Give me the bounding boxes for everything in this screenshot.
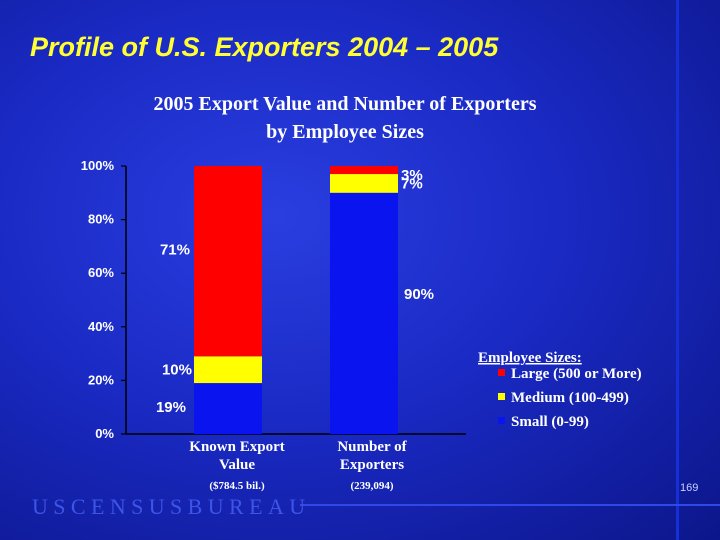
y-tick-label: 0% <box>95 426 114 441</box>
x-category-label-line2: Exporters <box>340 457 404 473</box>
labels-layer: 19% 10% 71% Known Export Value ($784.5 bil.) 9… <box>156 167 434 492</box>
legend-entry: Medium (100-499) <box>511 390 629 406</box>
bar-segment <box>330 192 398 434</box>
data-label: 90% <box>404 286 434 303</box>
census-bureau-logo: USCENSUSBUREAU <box>32 494 311 519</box>
y-tick-label: 60% <box>88 265 114 280</box>
legend-entry: Large (500 or More) <box>511 366 642 382</box>
legend-swatch <box>498 369 505 376</box>
bar-segment <box>194 383 262 434</box>
bar-segment <box>330 174 398 193</box>
data-label: 10% <box>162 362 192 379</box>
x-category-label: Known Export <box>189 439 284 455</box>
bar-segment <box>194 166 262 357</box>
legend-title: Employee Sizes: <box>478 350 582 366</box>
legend-entry: Small (0-99) <box>511 414 589 430</box>
x-category-note: ($784.5 bil.) <box>209 480 265 492</box>
y-tick-label: 20% <box>88 372 114 387</box>
legend-swatch <box>498 417 505 424</box>
page-number: 169 <box>680 482 699 494</box>
chart-title-block: 2005 Export Value and Number of Exporter… <box>0 90 690 146</box>
chart-subtitle: by Employee Sizes <box>266 121 424 143</box>
legend: Employee Sizes: Large (500 or More) Mediu… <box>478 350 642 430</box>
slide-title: Profile of U.S. Exporters 2004 – 2005 <box>30 32 499 62</box>
bars-layer <box>194 166 398 434</box>
chart-title: 2005 Export Value and Number of Exporter… <box>153 93 537 115</box>
data-label: 3% <box>401 167 423 184</box>
data-label: 71% <box>160 242 190 259</box>
y-tick-label: 40% <box>88 319 114 334</box>
y-tick-label: 80% <box>88 212 114 227</box>
data-label: 7% <box>401 175 423 192</box>
axis-layer: 0% 20% 40% 60% 80% 100% <box>81 158 466 441</box>
bar-segment <box>330 166 398 175</box>
legend-swatch <box>498 393 505 400</box>
decorative-vertical-line <box>676 0 679 540</box>
x-category-note: (239,094) <box>350 480 393 492</box>
y-tick-label: 100% <box>81 158 115 173</box>
x-category-label-line2: Value <box>219 457 255 473</box>
x-category-label: Number of <box>337 439 407 455</box>
bar-segment <box>194 356 262 384</box>
footer-divider <box>300 504 720 506</box>
data-label: 19% <box>156 399 186 416</box>
